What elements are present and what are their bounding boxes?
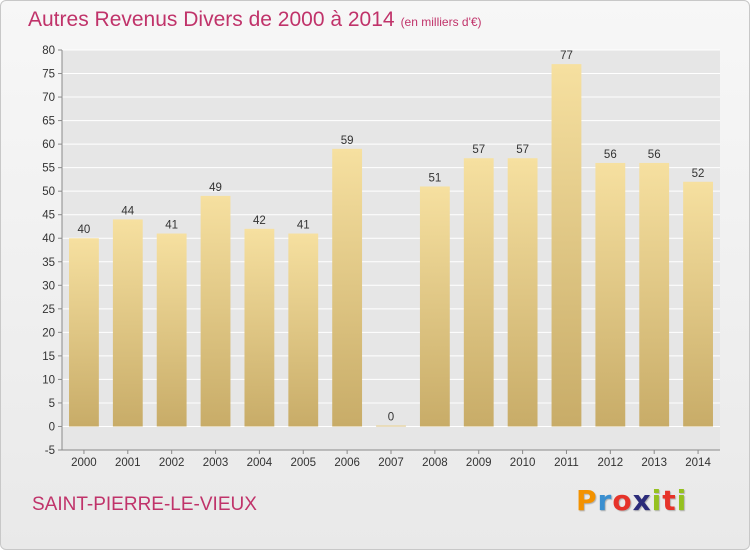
bar-2013 [639,162,670,427]
logo-letter: i [676,484,688,517]
value-label-2000: 40 [78,224,91,236]
x-tick-label-2009: 2009 [466,457,492,469]
chart-title-text: Autres Revenus Divers de 2000 à 2014 [28,8,395,31]
value-label-2004: 42 [253,215,266,227]
y-tick-label: 35 [42,257,55,269]
logo-letter: x [632,484,652,517]
proxiti-logo[interactable]: Proxiti [576,484,687,517]
x-tick-label-2005: 2005 [290,457,316,469]
x-tick-label-2007: 2007 [378,457,404,469]
bar-2006 [332,148,363,427]
x-tick-label-2006: 2006 [334,457,360,469]
value-label-2003: 49 [209,182,222,194]
bar-2000 [69,238,99,427]
x-tick-label-2004: 2004 [247,457,273,469]
value-label-2005: 41 [297,220,310,232]
y-tick-label: 75 [42,69,55,81]
commune-name: SAINT-PIERRE-LE-VIEUX [32,494,257,515]
value-label-2013: 56 [648,149,661,161]
logo-letter: t [662,484,677,517]
bar-2007 [376,425,406,427]
bar-2005 [288,233,319,427]
value-label-2014: 52 [692,168,705,180]
value-label-2009: 57 [472,144,485,156]
x-tick-label-2001: 2001 [115,457,141,469]
x-tick-label-2008: 2008 [422,457,448,469]
x-tick-label-2011: 2011 [554,457,579,469]
y-tick-label: 0 [49,421,55,433]
value-label-2002: 41 [165,220,178,232]
value-label-2011: 77 [560,50,573,62]
chart-subtitle: (en milliers d'€) [400,15,482,29]
value-label-2010: 57 [516,144,529,156]
logo-letter: o [612,484,633,517]
bar-2001 [112,219,143,427]
x-tick-label-2010: 2010 [510,457,536,469]
x-tick-label-2002: 2002 [159,457,185,469]
x-tick-label-2003: 2003 [203,457,229,469]
value-label-2001: 44 [121,205,134,217]
axes [58,49,720,454]
chart-title: Autres Revenus Divers de 2000 à 2014 (en … [28,8,482,32]
y-tick-label: 50 [42,186,55,198]
y-tick-label: 40 [42,233,55,245]
bar-2004 [244,228,275,427]
y-tick-label: 80 [42,45,55,57]
y-tick-label: 70 [42,92,55,104]
x-tick-label-2000: 2000 [71,457,97,469]
labels: -505101520253035404550556065707580402000… [42,45,711,469]
bar-2010 [507,158,538,427]
y-tick-label: 60 [42,139,55,151]
logo-letter: r [597,484,613,517]
value-label-2012: 56 [604,149,617,161]
logo-letter: P [576,484,598,517]
y-tick-label: 25 [42,304,55,316]
x-tick-label-2014: 2014 [685,457,711,469]
y-tick-label: 45 [42,210,55,222]
bar-2011 [551,64,582,427]
bar-2008 [419,186,450,427]
bars [69,64,713,427]
x-tick-label-2013: 2013 [641,457,667,469]
value-label-2006: 59 [341,135,354,147]
bar-2003 [200,195,231,427]
value-label-2007: 0 [388,411,394,423]
value-label-2008: 51 [428,172,441,184]
x-tick-label-2012: 2012 [598,457,624,469]
y-tick-label: 15 [42,351,55,363]
y-tick-label: 10 [42,374,55,386]
y-tick-label: 65 [42,116,55,128]
y-tick-label: 20 [42,327,55,339]
y-tick-label: 55 [42,163,55,175]
logo-letter: i [651,484,663,517]
y-tick-label: 30 [42,280,55,292]
bar-2014 [683,181,713,427]
bar-2002 [156,233,187,427]
y-tick-label: -5 [45,445,55,457]
bar-2009 [463,158,494,427]
y-tick-label: 5 [49,398,55,410]
bar-2012 [595,162,626,427]
